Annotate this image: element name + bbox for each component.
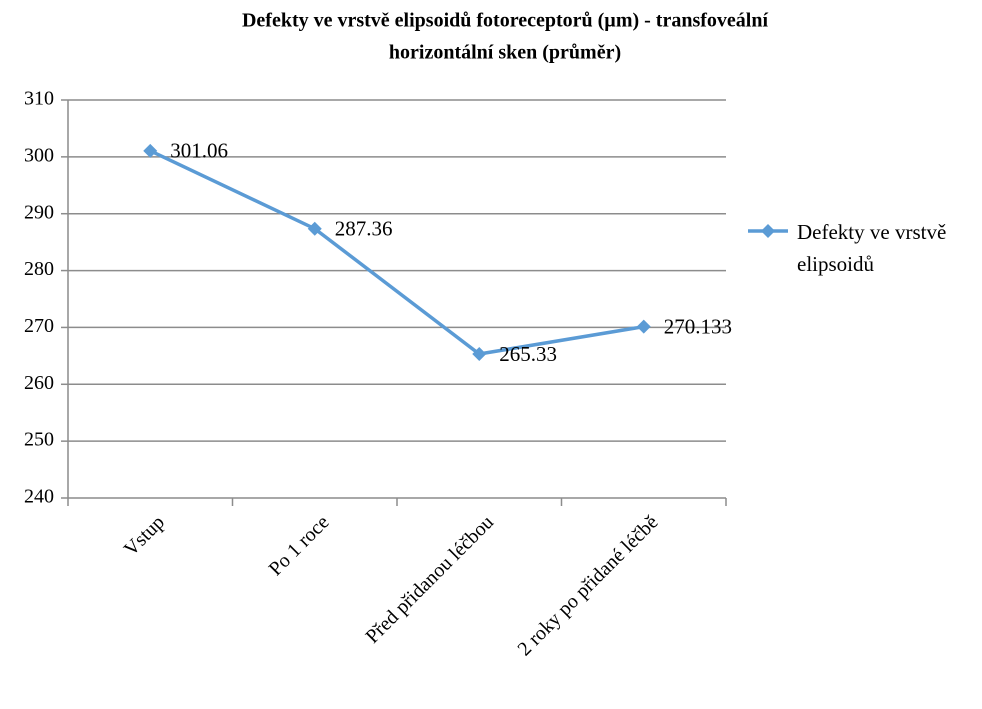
- y-tick-label: 300: [24, 144, 54, 166]
- data-label: 270.133: [664, 314, 732, 338]
- x-tick-label: Před přidanou léčbou: [362, 511, 499, 648]
- x-tick-label: Vstup: [120, 511, 169, 560]
- point: [307, 221, 322, 236]
- y-tick-label: 280: [24, 258, 54, 280]
- series-line: [149, 149, 645, 356]
- y-tick-label: 310: [24, 88, 54, 110]
- data-label: 265.33: [499, 342, 557, 366]
- y-tick-label: 290: [24, 201, 54, 223]
- x-tick-label: Po 1 roce: [265, 511, 334, 580]
- y-tick-label: 250: [24, 429, 54, 451]
- data-label: 301.06: [170, 139, 228, 163]
- chart-title: Defekty ve vrstvě elipsoidů fotoreceptor…: [242, 10, 768, 32]
- y-tick-label: 260: [24, 372, 54, 394]
- x-tick-label: 2 roky po přidané léčbě: [513, 511, 662, 660]
- legend-label: Defekty ve vrstvě elipsoidů: [797, 220, 947, 276]
- point: [472, 346, 487, 361]
- chart-title: horizontální sken (průměr): [389, 42, 621, 64]
- point: [143, 143, 158, 158]
- y-tick-label: 270: [24, 315, 54, 337]
- data-label: 287.36: [335, 217, 393, 241]
- legend-marker: [761, 224, 775, 238]
- point: [636, 319, 651, 334]
- y-tick-label: 240: [24, 486, 54, 508]
